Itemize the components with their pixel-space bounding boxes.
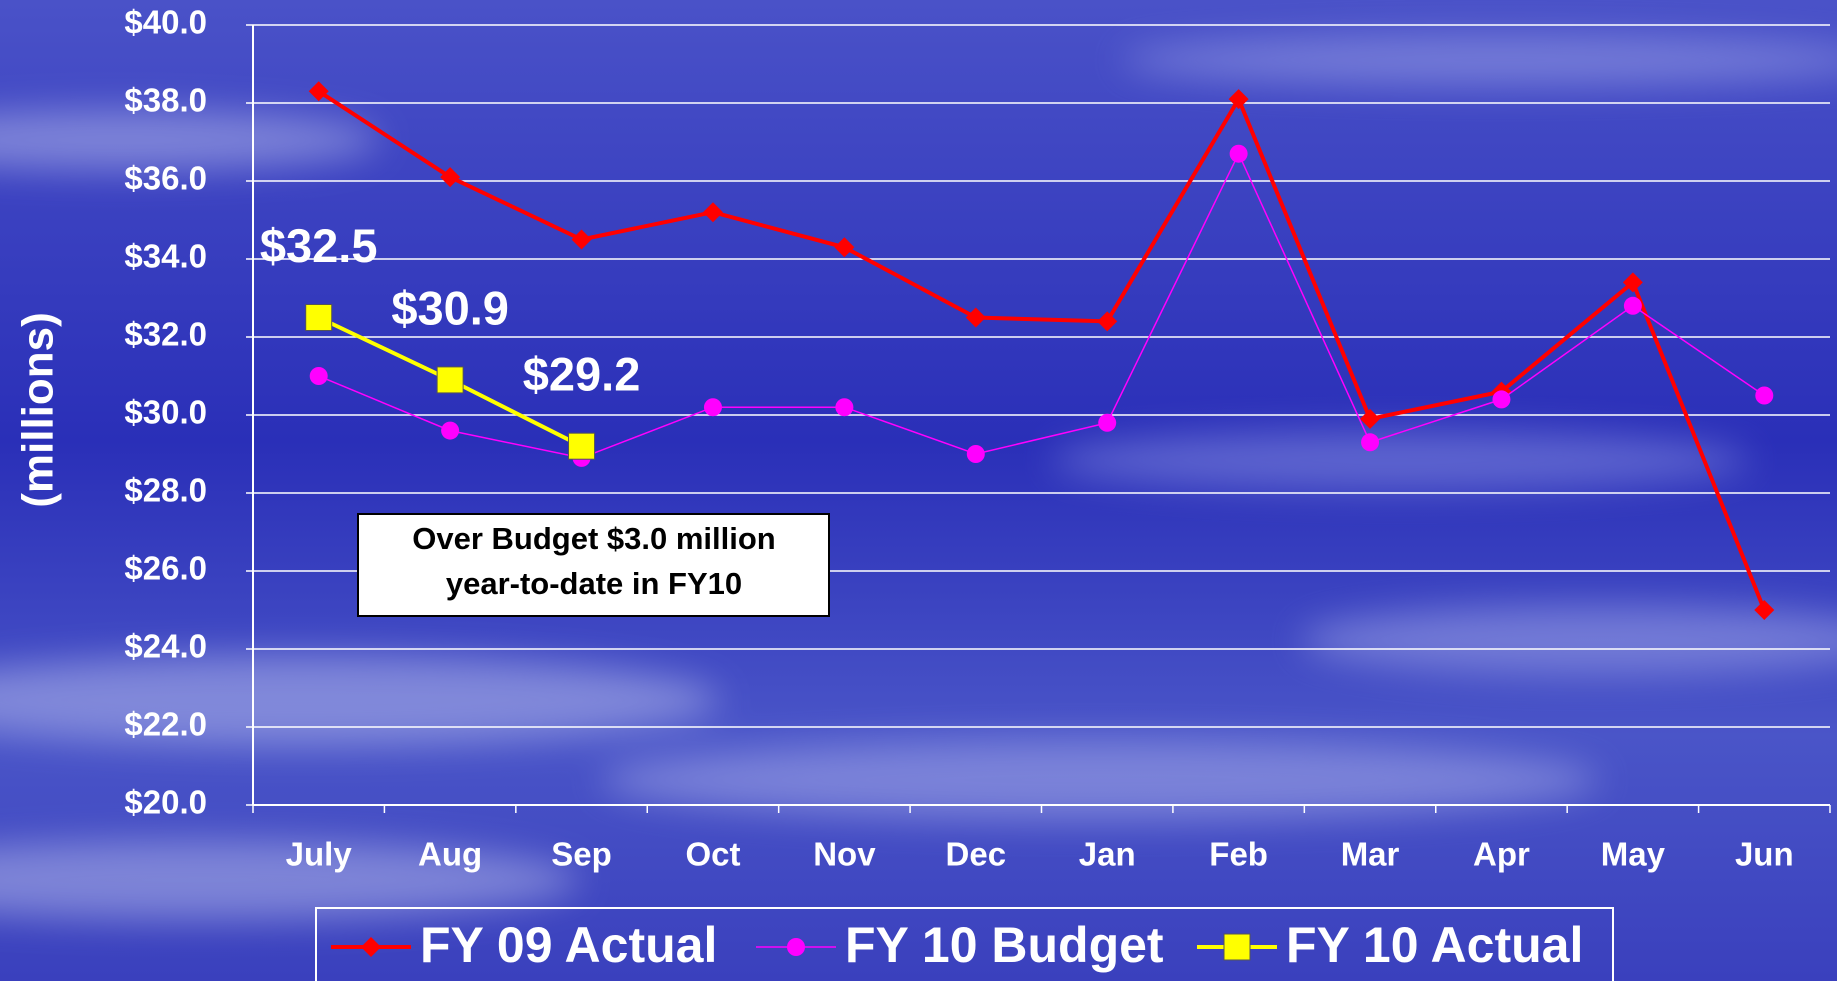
marker [1754, 600, 1775, 620]
marker [309, 367, 328, 385]
marker [568, 432, 596, 460]
marker [1097, 311, 1118, 332]
y-tick-label: $20.0 [124, 784, 207, 821]
x-tick-label: Feb [1209, 836, 1268, 873]
annotation-box [357, 513, 830, 617]
y-tick-label: $40.0 [124, 4, 207, 41]
marker [966, 445, 985, 463]
marker [1755, 386, 1774, 405]
marker [571, 229, 592, 250]
legend: FY 09 Actual FY 10 Budget FY 10 Actual [315, 907, 1614, 981]
marker [1223, 933, 1251, 961]
marker [441, 421, 460, 440]
clouds [0, 35, 1837, 920]
x-tick-label: Nov [813, 836, 876, 873]
plot-area: $20.0 $22.0 $24.0 $26.0 $28.0 $30.0 $32.0 $34.0… [124, 4, 1831, 873]
marker [834, 237, 855, 258]
series-line [317, 89, 1767, 611]
marker [835, 398, 854, 417]
y-tick-label: $38.0 [124, 82, 207, 119]
y-tick-label: $34.0 [124, 238, 207, 275]
y-tick-label: $36.0 [124, 160, 207, 197]
x-tick-label: Mar [1341, 836, 1400, 873]
marker [1229, 144, 1248, 163]
legend-label: FY 10 Actual [1286, 917, 1583, 973]
x-tick-label: Apr [1473, 836, 1530, 873]
marker [436, 366, 464, 394]
y-tick-label: $32.0 [124, 316, 207, 353]
marker [1622, 272, 1643, 293]
x-tick-label: Jun [1735, 836, 1794, 873]
y-tick-label: $28.0 [124, 472, 207, 509]
y-tick-label: $24.0 [124, 628, 207, 665]
marker [361, 937, 381, 957]
x-tick-label: May [1601, 836, 1666, 873]
marker [965, 307, 986, 328]
annotation-text: Over Budget $3.0 million [412, 521, 775, 556]
marker [1492, 390, 1511, 409]
y-tick-label: $26.0 [124, 550, 207, 587]
y-tick-label: $22.0 [124, 706, 207, 743]
series-line [318, 151, 1765, 459]
marker [308, 81, 329, 102]
legend-box [315, 907, 1614, 981]
y-axis-label: (millions) [14, 312, 63, 508]
annotation: Over Budget $3.0 million year-to-date in … [357, 513, 830, 617]
x-tick-label: Oct [685, 836, 740, 873]
data-label: $30.9 [391, 281, 509, 334]
marker [702, 202, 723, 223]
data-label: $32.5 [260, 219, 378, 272]
data-label: $29.2 [523, 348, 641, 401]
x-tick-label: Dec [946, 836, 1007, 873]
marker [1098, 413, 1117, 432]
x-tick-label: Aug [418, 836, 482, 873]
marker [305, 304, 333, 331]
legend-label: FY 10 Budget [845, 917, 1164, 973]
series [309, 144, 1774, 467]
marker [1228, 89, 1249, 110]
marker [1623, 296, 1642, 315]
legend-label: FY 09 Actual [420, 917, 717, 973]
x-tick-label: July [286, 836, 353, 873]
annotation-text: year-to-date in FY10 [446, 566, 742, 601]
y-tick-label: $30.0 [124, 394, 207, 431]
marker [1360, 408, 1381, 429]
marker [787, 938, 805, 956]
x-tick-label: Sep [551, 836, 612, 873]
x-tick-label: Jan [1079, 836, 1136, 873]
marker [1361, 433, 1380, 452]
series: $32.5$30.9 $29.2 [260, 219, 641, 460]
marker [703, 398, 722, 417]
marker [440, 167, 461, 188]
